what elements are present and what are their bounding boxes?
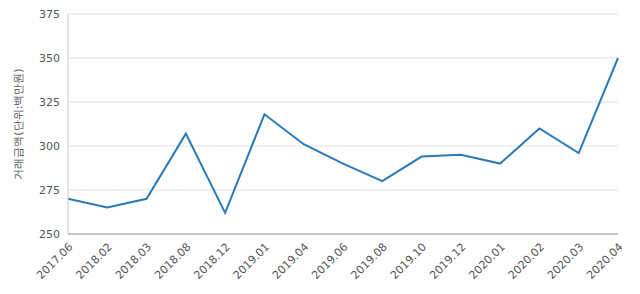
svg-text:2020.01: 2020.01 [466,240,507,281]
svg-text:2019.08: 2019.08 [349,240,390,281]
svg-text:2019.06: 2019.06 [309,240,350,281]
svg-text:2017.06: 2017.06 [34,240,75,281]
svg-text:2019.10: 2019.10 [388,240,429,281]
svg-text:250: 250 [39,228,60,241]
svg-text:2020.02: 2020.02 [506,240,547,281]
svg-text:2020.04: 2020.04 [584,240,625,281]
svg-text:2018.03: 2018.03 [113,240,154,281]
svg-text:2019.04: 2019.04 [270,240,311,281]
svg-text:2018.12: 2018.12 [191,240,232,281]
svg-text:2018.08: 2018.08 [152,240,193,281]
svg-text:350: 350 [39,52,60,65]
svg-text:2020.03: 2020.03 [545,240,586,281]
svg-text:2018.02: 2018.02 [74,240,115,281]
svg-text:2019.01: 2019.01 [231,240,272,281]
svg-text:325: 325 [39,96,60,109]
svg-text:거래금액(단위:백만원): 거래금액(단위:백만원) [12,68,25,179]
svg-text:275: 275 [39,184,60,197]
svg-text:300: 300 [39,140,60,153]
svg-text:2019.12: 2019.12 [427,240,468,281]
svg-text:375: 375 [39,8,60,21]
